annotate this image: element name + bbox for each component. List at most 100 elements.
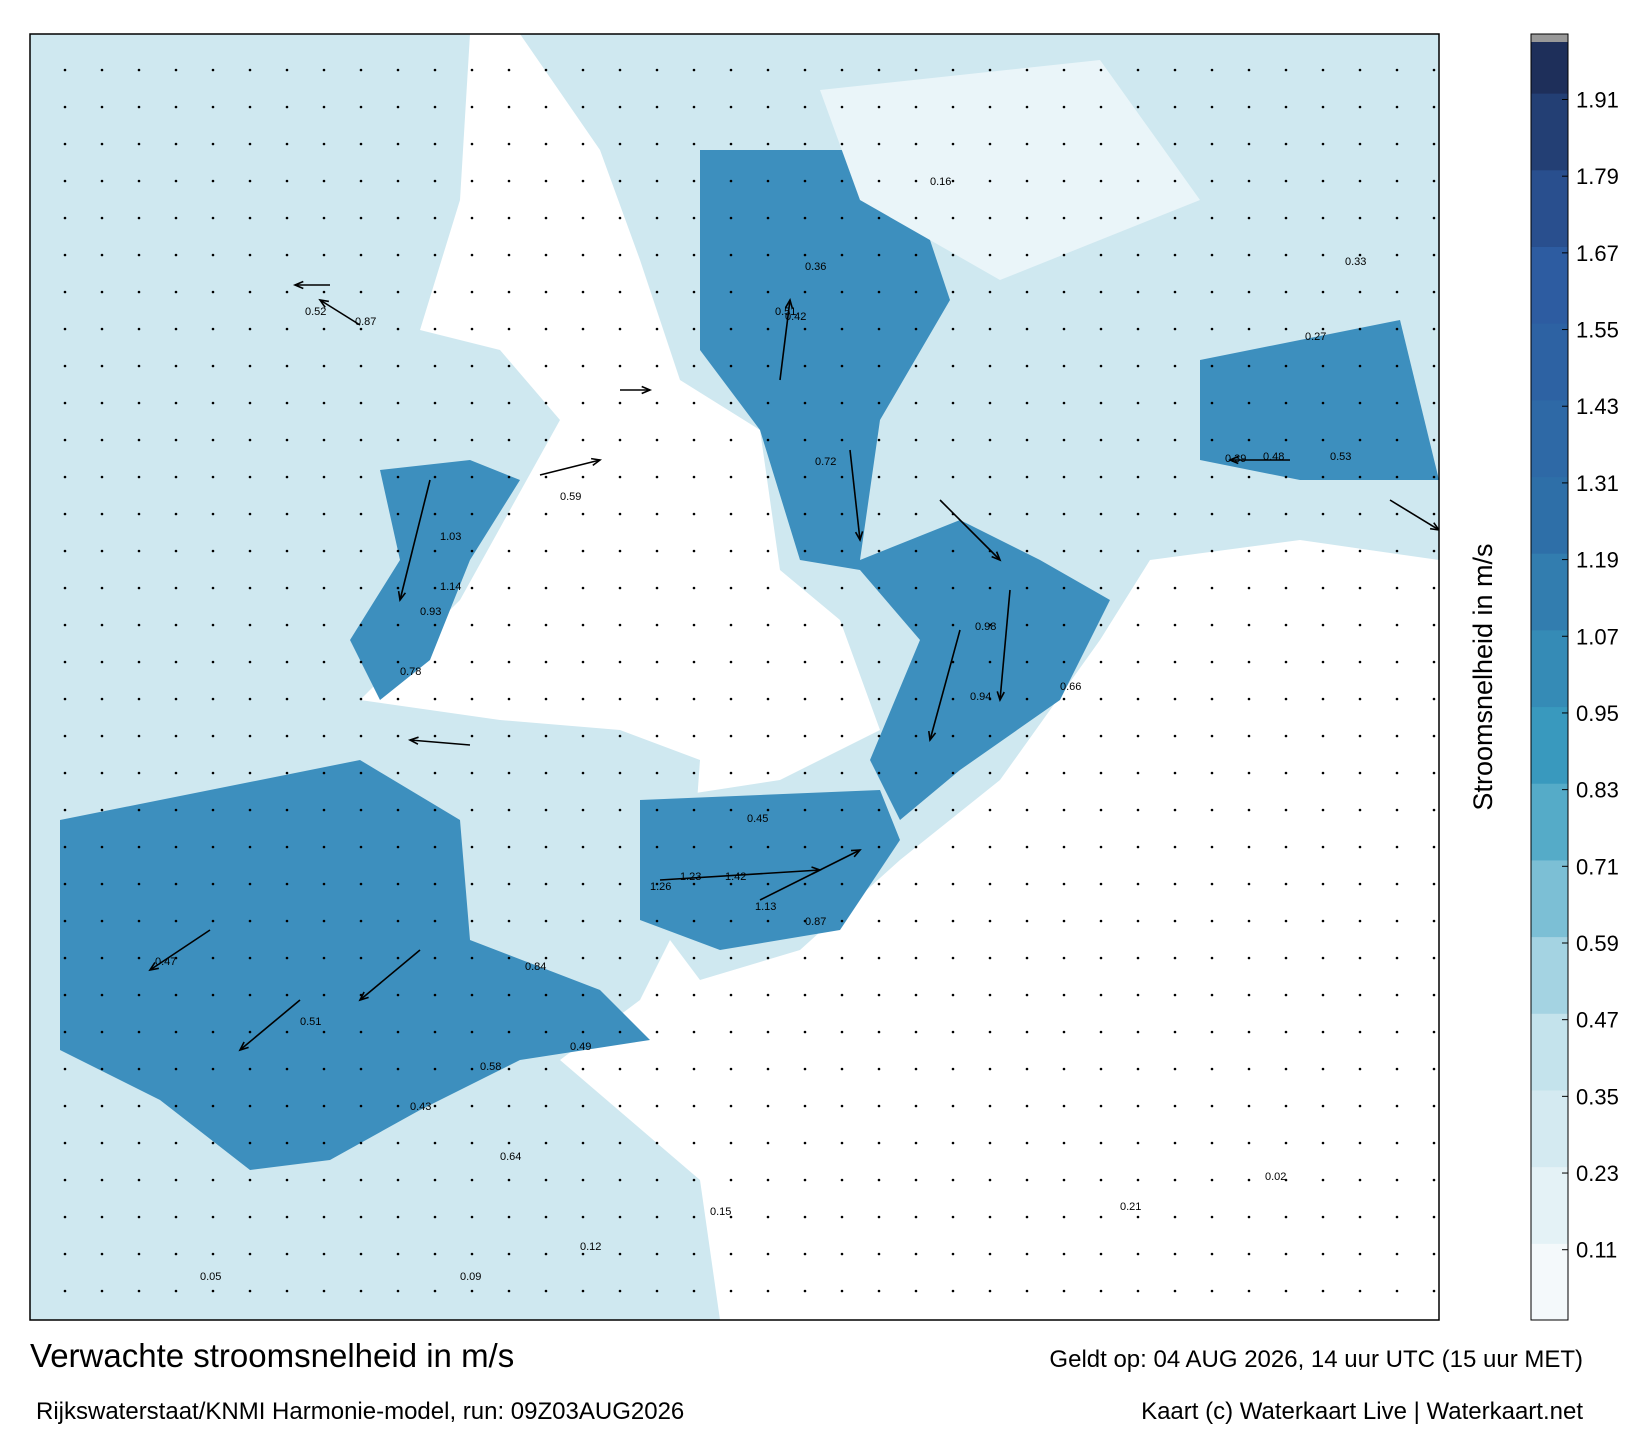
grid-dot	[507, 401, 511, 405]
grid-dot	[359, 660, 363, 664]
grid-dot	[988, 771, 992, 775]
grid-dot	[396, 216, 400, 220]
grid-dot	[1432, 734, 1436, 738]
grid-dot	[1395, 1178, 1399, 1182]
grid-dot	[248, 660, 252, 664]
grid-dot	[544, 734, 548, 738]
grid-dot	[729, 105, 733, 109]
grid-dot	[1247, 697, 1251, 701]
grid-dot	[1247, 438, 1251, 442]
grid-dot	[211, 327, 215, 331]
grid-dot	[1099, 734, 1103, 738]
grid-dot	[729, 1030, 733, 1034]
grid-dot	[803, 1178, 807, 1182]
grid-dot	[63, 68, 67, 72]
grid-dot	[470, 364, 474, 368]
grid-dot	[507, 290, 511, 294]
grid-dot	[877, 364, 881, 368]
grid-dot	[211, 1252, 215, 1256]
grid-dot	[618, 1178, 622, 1182]
map-frame	[29, 33, 1440, 1321]
colorbar-label: Stroomsnelheid in m/s	[1468, 543, 1498, 810]
grid-dot	[729, 549, 733, 553]
grid-dot	[1284, 993, 1288, 997]
grid-dot	[507, 327, 511, 331]
grid-dot	[1062, 660, 1066, 664]
colorbar-band	[1531, 553, 1568, 631]
grid-dot	[1136, 882, 1140, 886]
grid-dot	[470, 882, 474, 886]
grid-dot	[211, 993, 215, 997]
grid-dot	[655, 142, 659, 146]
grid-dot	[433, 1067, 437, 1071]
grid-dot	[100, 845, 104, 849]
grid-dot	[1210, 142, 1214, 146]
grid-dot	[988, 179, 992, 183]
grid-dot	[396, 1104, 400, 1108]
grid-dot	[359, 1104, 363, 1108]
grid-dot	[1321, 1289, 1325, 1293]
grid-dot	[618, 1289, 622, 1293]
grid-dot	[766, 179, 770, 183]
grid-dot	[1247, 1067, 1251, 1071]
grid-dot	[211, 105, 215, 109]
grid-dot	[100, 808, 104, 812]
grid-dot	[1321, 290, 1325, 294]
grid-dot	[618, 623, 622, 627]
grid-dot	[877, 1067, 881, 1071]
grid-dot	[914, 475, 918, 479]
grid-dot	[581, 179, 585, 183]
grid-dot	[63, 401, 67, 405]
grid-dot	[1173, 808, 1177, 812]
grid-dot	[470, 697, 474, 701]
grid-dot	[692, 1104, 696, 1108]
grid-dot	[470, 1252, 474, 1256]
grid-dot	[1062, 105, 1066, 109]
grid-dot	[470, 1030, 474, 1034]
grid-dot	[951, 475, 955, 479]
grid-dot	[322, 327, 326, 331]
grid-dot	[1247, 327, 1251, 331]
grid-dot	[1136, 364, 1140, 368]
grid-dot	[1136, 586, 1140, 590]
grid-dot	[174, 1104, 178, 1108]
grid-dot	[396, 401, 400, 405]
grid-dot	[1136, 179, 1140, 183]
grid-dot	[100, 956, 104, 960]
grid-dot	[1062, 1289, 1066, 1293]
grid-dot	[100, 660, 104, 664]
grid-dot	[1395, 179, 1399, 183]
grid-dot	[1432, 216, 1436, 220]
grid-dot	[285, 956, 289, 960]
grid-dot	[766, 586, 770, 590]
grid-dot	[285, 1252, 289, 1256]
grid-dot	[285, 68, 289, 72]
grid-dot	[248, 1289, 252, 1293]
grid-dot	[248, 1030, 252, 1034]
grid-dot	[951, 179, 955, 183]
current-label: 0.12	[580, 1241, 601, 1253]
grid-dot	[1062, 475, 1066, 479]
grid-dot	[1358, 1252, 1362, 1256]
grid-dot	[988, 845, 992, 849]
grid-dot	[1099, 216, 1103, 220]
grid-dot	[803, 919, 807, 923]
grid-dot	[544, 1141, 548, 1145]
grid-dot	[1062, 1215, 1066, 1219]
colorbar-tick-label: 0.83	[1576, 778, 1619, 803]
grid-dot	[1284, 327, 1288, 331]
grid-dot	[766, 475, 770, 479]
grid-dot	[988, 438, 992, 442]
grid-dot	[914, 697, 918, 701]
grid-dot	[137, 1289, 141, 1293]
grid-dot	[359, 549, 363, 553]
colorbar-band	[1531, 399, 1568, 478]
grid-dot	[1062, 993, 1066, 997]
current-label: 0.05	[200, 1271, 221, 1283]
colorbar-tick-label: 0.23	[1576, 1161, 1619, 1186]
grid-dot	[322, 993, 326, 997]
grid-dot	[914, 216, 918, 220]
grid-dot	[1284, 882, 1288, 886]
arrow	[779, 299, 791, 381]
grid-dot	[951, 1289, 955, 1293]
